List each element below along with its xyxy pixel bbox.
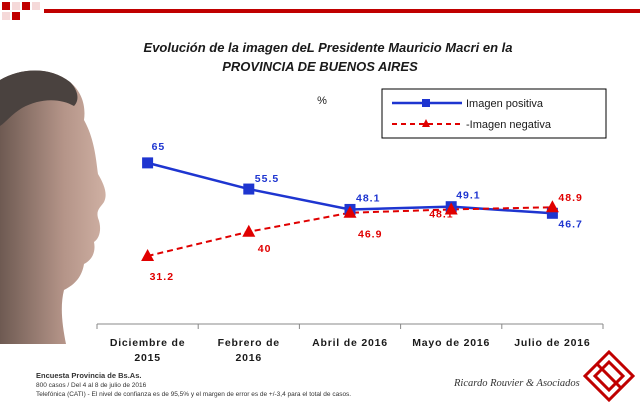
- x-ticks: [96, 324, 604, 329]
- marker-triangle: [343, 205, 357, 218]
- source-sample: 800 casos / Del 4 al 8 de julio de 2016: [36, 382, 147, 389]
- corner-decoration-icon: [2, 2, 40, 20]
- x-tick-label: 2016: [236, 352, 263, 364]
- x-tick-label: Julio de 2016: [514, 337, 590, 349]
- legend-marker-square-icon: [422, 99, 430, 107]
- data-label-positive: 48.1: [356, 192, 380, 204]
- chart-title: Evolución de la imagen deL Presidente Ma…: [144, 40, 513, 55]
- x-tick-label: Abril de 2016: [312, 337, 388, 349]
- series-markers: [141, 157, 559, 261]
- marker-triangle: [444, 202, 458, 215]
- data-label-negative: 46.9: [358, 229, 382, 241]
- data-label-positive: 46.7: [558, 218, 582, 230]
- source-method: Telefónica (CATI) - El nivel de confianz…: [36, 391, 352, 398]
- legend-marker-triangle-icon: [422, 119, 430, 127]
- portrait-photo-icon: [0, 70, 106, 344]
- legend-label-positive: Imagen positiva: [466, 98, 544, 110]
- x-tick-label: Mayo de 2016: [412, 337, 490, 349]
- unit-label: %: [317, 95, 327, 107]
- x-tick-labels: Diciembre de 2015 Febrero de 2016 Abril de 2…: [110, 337, 590, 364]
- legend-label-negative: -Imagen negativa: [466, 119, 552, 131]
- x-tick-label: Diciembre de: [110, 337, 186, 349]
- x-tick-label: Febrero de: [218, 337, 280, 349]
- diamond-logo-icon: [583, 350, 635, 402]
- data-label-negative: 31.2: [150, 271, 174, 283]
- data-label-negative: 48.1: [429, 208, 453, 220]
- marker-square: [546, 207, 558, 219]
- data-label-negative: 48.9: [558, 192, 582, 204]
- data-label-positive: 65: [152, 141, 166, 153]
- legend-box: [381, 88, 607, 139]
- data-label-positive: 55.5: [255, 173, 279, 185]
- marker-triangle: [242, 224, 256, 237]
- source-title: Encuesta Provincia de Bs.As.: [36, 371, 142, 380]
- data-label-negative: 40: [258, 243, 272, 255]
- chart-subtitle: PROVINCIA DE BUENOS AIRES: [222, 59, 418, 74]
- x-tick-label: 2015: [134, 352, 161, 364]
- chart-legend: Imagen positiva -Imagen negativa: [381, 88, 607, 139]
- data-label-positive: 49.1: [456, 190, 480, 202]
- firm-name: Ricardo Rouvier & Asociados: [454, 378, 580, 389]
- source-footer: Encuesta Provincia de Bs.As. 800 casos /…: [36, 371, 351, 399]
- marker-square: [243, 183, 255, 195]
- series-line-negative: [147, 206, 553, 257]
- top-rule: [44, 9, 640, 13]
- marker-triangle: [545, 200, 559, 213]
- marker-square: [142, 157, 154, 169]
- marker-triangle: [141, 249, 155, 261]
